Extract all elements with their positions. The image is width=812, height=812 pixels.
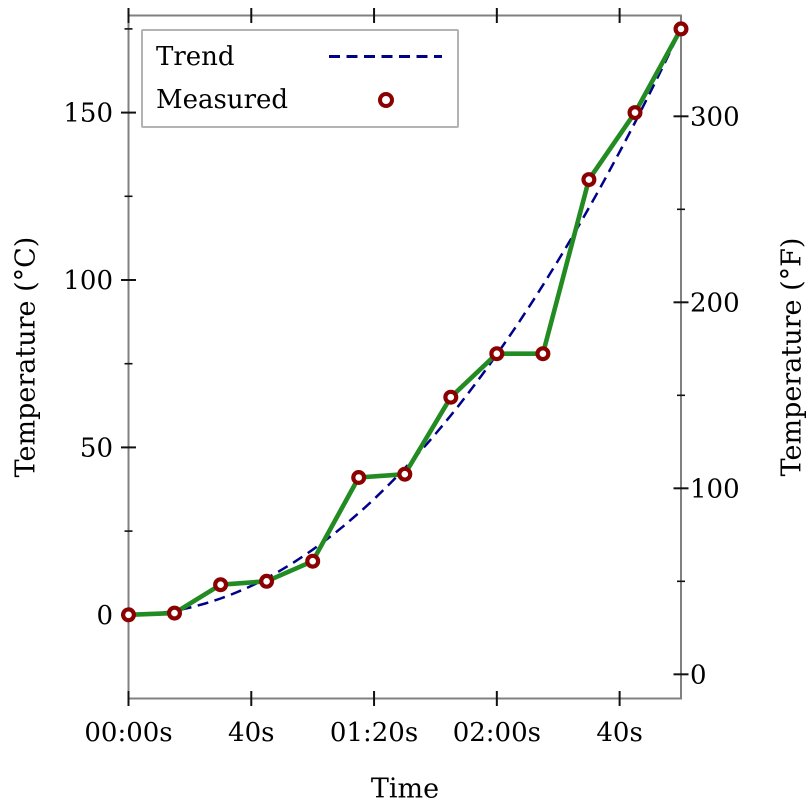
measured-data-point xyxy=(673,21,689,37)
legend-item-trend: Trend xyxy=(143,35,457,79)
x-tick-label: 02:00s xyxy=(453,718,541,748)
trend-dashed-line-icon xyxy=(329,55,442,59)
measured-circle-marker-icon xyxy=(377,92,394,109)
legend-handle-measured xyxy=(329,92,442,109)
measured-data-point xyxy=(305,553,321,569)
legend-item-measured: Measured xyxy=(143,79,457,123)
y-right-tick-label: 300 xyxy=(690,102,740,132)
x-tick-label: 40s xyxy=(596,718,642,748)
x-axis-label: Time xyxy=(370,773,440,805)
y-axis-right-ticks: 0 100 200 300 xyxy=(673,22,740,690)
legend-label-trend: Trend xyxy=(156,41,235,72)
legend-handle-trend xyxy=(329,55,442,59)
y-right-tick-label: 0 xyxy=(690,660,707,690)
measured-data-point xyxy=(397,466,413,482)
x-axis-ticks: 00:00s 40s 01:20s 02:00s 40s xyxy=(84,8,643,748)
y-left-tick-label: 50 xyxy=(80,433,113,463)
y-right-tick-label: 100 xyxy=(690,474,740,504)
x-tick-label: 00:00s xyxy=(84,718,172,748)
measured-data-point xyxy=(581,172,597,188)
y-left-tick-label: 0 xyxy=(96,601,113,631)
y-right-tick-label: 200 xyxy=(690,288,740,318)
plot-spines xyxy=(127,14,682,700)
measured-data-point xyxy=(213,577,229,593)
measured-series-markers xyxy=(120,21,689,623)
x-tick-label: 40s xyxy=(228,718,274,748)
y-left-tick-label: 100 xyxy=(63,266,113,296)
y-axis-label-right: Temperature (°F) xyxy=(776,237,808,477)
measured-data-point xyxy=(535,346,551,362)
y-left-tick-label: 150 xyxy=(63,99,113,129)
measured-data-point xyxy=(259,573,275,589)
measured-data-point xyxy=(489,346,505,362)
measured-data-point xyxy=(120,607,136,623)
y-axis-label-left: Temperature (°C) xyxy=(10,236,42,478)
legend-label-measured: Measured xyxy=(156,85,289,116)
y-axis-left-ticks: 0 50 100 150 xyxy=(63,28,136,631)
measured-data-point xyxy=(627,105,643,121)
legend: Trend Measured xyxy=(141,29,459,128)
x-tick-label: 01:20s xyxy=(330,718,418,748)
measured-data-point xyxy=(443,389,459,405)
measured-data-point xyxy=(351,470,367,486)
measured-data-point xyxy=(167,605,183,621)
